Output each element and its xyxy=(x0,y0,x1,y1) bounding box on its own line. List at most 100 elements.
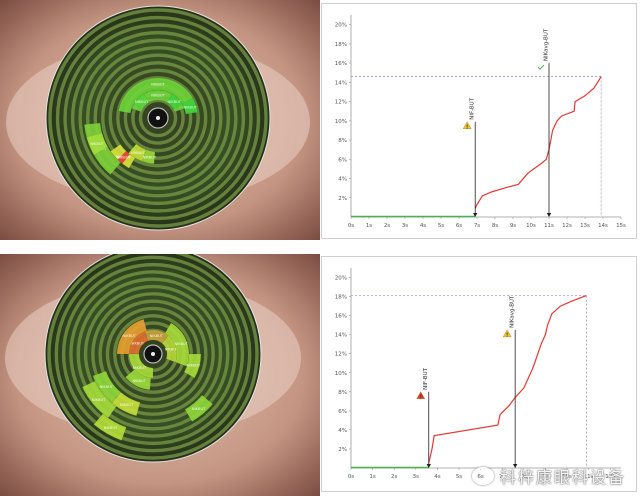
x-tick-label: 7s xyxy=(474,223,480,229)
marker-label: NIF-BUT xyxy=(470,97,476,119)
sector-label: NIKBUT xyxy=(132,379,146,383)
watermark: 科梓康眼科设备 xyxy=(471,464,626,488)
y-tick-label: 10% xyxy=(335,119,347,125)
x-tick-label: 0s xyxy=(348,223,354,229)
tear-film-sector: NIKBUT xyxy=(166,93,183,110)
pupil-reflex xyxy=(151,352,155,356)
pupil-reflex xyxy=(156,116,160,120)
sector-label: NIKBUT xyxy=(174,342,188,346)
marker-arrow xyxy=(426,464,431,468)
y-tick-label: 14% xyxy=(335,80,347,86)
sector-label: NIKBUT xyxy=(104,426,118,430)
svg-text:!: ! xyxy=(506,332,508,338)
sector-label: NIKBUT xyxy=(92,398,106,402)
eye-topography-bottom: NIKBUT NIKBUT NIKBUT NIKBUT NIKBUT NIKBUT NIKB… xyxy=(0,254,320,496)
chart-frame-top xyxy=(321,3,637,239)
y-tick-label: 20% xyxy=(335,23,347,29)
y-tick-label: 14% xyxy=(335,333,347,339)
x-tick-label: 5s xyxy=(438,223,444,229)
sector-label: NIKBUT xyxy=(131,342,145,346)
sector-label: NIKBUT xyxy=(117,156,131,160)
chart-bottom: 2% 4% 6% 8% 10% 12% 14% 16% 18% 20% 0s 1s 2s 3s 4s 5s 6s… xyxy=(321,256,637,492)
tear-film-sector: NIKBUT xyxy=(183,353,202,379)
marker-label: NIKavg-BUT xyxy=(510,295,516,328)
sector-label: NIKBUT xyxy=(165,348,179,352)
x-tick-label: 9s xyxy=(542,474,548,480)
x-tick-label: 12s xyxy=(605,474,615,480)
warning-icon: ! xyxy=(462,121,472,130)
x-tick-label: 14s xyxy=(598,223,608,229)
eye-image-bottom: NIKBUT NIKBUT NIKBUT NIKBUT NIKBUT NIKBUT NIKB… xyxy=(0,254,320,496)
y-tick-label: 18% xyxy=(335,295,347,301)
warning-icon: ! xyxy=(502,329,512,338)
x-tick-label: 9s xyxy=(510,223,516,229)
chart-svg-bottom: 2%4%6%8%10%12%14%16%18%20%0s 1s 2s 3s 4s 5s 6s… xyxy=(335,268,621,480)
y-tick-label: 6% xyxy=(338,157,347,163)
x-tick-label: 1s xyxy=(366,223,372,229)
tear-film-sector: NIKBUT xyxy=(92,370,122,404)
eye-topography-top: NIKBUTNIKBUTNIKBUTNIKBUTNIKBUTNIKBUTNIKB… xyxy=(0,0,320,240)
x-tick-label: 8s xyxy=(492,223,498,229)
sector-label: NIKBUT xyxy=(143,156,157,160)
tear-film-sector: NIKBUT xyxy=(184,394,214,422)
tear-film-sector: NIKBUT xyxy=(128,143,147,162)
chart-top: 2% 4% 6% 8% 10% 12% 14% 16% 18% 20% 0s 1s 2s 3s 4s 5s 6s… xyxy=(321,3,637,239)
y-tick-label: 2% xyxy=(338,196,347,202)
sector-label: NIKBUT xyxy=(120,403,134,407)
x-tick-label: 13s xyxy=(580,223,590,229)
svg-text:!: ! xyxy=(466,124,468,130)
sector-label: NIKBUT xyxy=(90,142,104,146)
y-tick-label: 10% xyxy=(335,371,347,377)
y-tick-label: 20% xyxy=(335,276,347,282)
x-tick-label: 12s xyxy=(562,223,572,229)
x-tick-label: 6s xyxy=(456,223,462,229)
eye-image-top: NIKBUT NIKBUT NIKBUT NIKBUT NIKBUT NIKBUT NIKB… xyxy=(0,0,320,240)
x-tick-label: 15s xyxy=(616,223,626,229)
x-tick-label: 10s xyxy=(526,223,536,229)
x-tick-label: 1s xyxy=(369,474,375,480)
x-tick-label: 3s xyxy=(413,474,419,480)
y-tick-label: 4% xyxy=(338,177,347,183)
x-tick-label: 4s xyxy=(434,474,440,480)
watermark-text: 科梓康眼科设备 xyxy=(499,468,626,487)
y-tick-label: 16% xyxy=(335,314,347,320)
x-tick-label: 0s xyxy=(348,474,354,480)
tear-film-sector: NIKBUT xyxy=(93,413,127,441)
sector-label: NIKBUT xyxy=(183,105,197,109)
marker-arrow xyxy=(512,464,518,468)
x-tick-label: 10s xyxy=(562,474,572,480)
x-tick-label: 4s xyxy=(420,223,426,229)
marker-arrow xyxy=(473,213,478,217)
tear-film-sector: NIKBUT xyxy=(86,132,109,156)
marker-label: NIF-BUT xyxy=(423,367,429,389)
sector-label: NIKBUT xyxy=(133,366,147,370)
series-line xyxy=(474,76,602,209)
sector-label: NIKBUT xyxy=(192,407,206,411)
sector-label: NIKBUT xyxy=(151,94,165,98)
sector-label: NIKBUT xyxy=(122,334,136,338)
x-tick-label: 7s xyxy=(499,474,505,480)
checkmark-icon xyxy=(537,64,545,70)
x-tick-label: 2s xyxy=(384,223,390,229)
y-tick-label: 12% xyxy=(335,352,347,358)
sector-label: NIKBUT xyxy=(135,100,149,104)
sector-label: NIKBUT xyxy=(168,100,182,104)
y-tick-label: 8% xyxy=(338,138,347,144)
sector-label: NIKBUT xyxy=(150,334,164,338)
x-tick-label: 3s xyxy=(402,223,408,229)
tear-film-sector: NIKBUT xyxy=(116,318,148,355)
sector-label: NIKBUT xyxy=(131,151,145,155)
y-tick-label: 12% xyxy=(335,100,347,106)
sector-label: NIKBUT xyxy=(151,83,165,87)
series-line xyxy=(428,295,587,464)
marker-arrow xyxy=(546,213,552,217)
sector-label: NIKBUT xyxy=(100,385,114,389)
y-tick-label: 18% xyxy=(335,42,347,48)
tear-film-sector: NIKBUT xyxy=(111,392,141,417)
y-tick-label: 2% xyxy=(338,447,347,453)
sector-label: NIKBUT xyxy=(187,363,201,367)
x-tick-label: 8s xyxy=(521,474,527,480)
chart-svg-top: 2% 4% 6% 8% 10% 12% 14% 16% 18% 20% 0s 1s 2s 3s 4s 5s 6s… xyxy=(335,15,626,229)
y-tick-label: 16% xyxy=(335,61,347,67)
x-tick-label: 11s xyxy=(544,223,554,229)
